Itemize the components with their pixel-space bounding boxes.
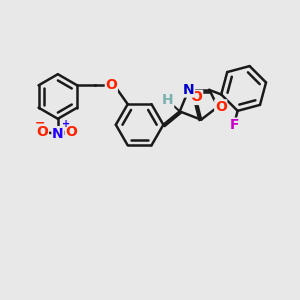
- Text: O: O: [105, 78, 117, 92]
- Text: N: N: [52, 127, 64, 141]
- Text: H: H: [162, 93, 174, 107]
- Text: O: O: [37, 125, 48, 139]
- Text: −: −: [35, 117, 46, 130]
- Text: +: +: [62, 119, 70, 129]
- Text: O: O: [191, 90, 203, 104]
- Text: N: N: [183, 83, 194, 97]
- Text: O: O: [215, 100, 227, 114]
- Text: F: F: [230, 118, 239, 132]
- Text: O: O: [65, 125, 77, 139]
